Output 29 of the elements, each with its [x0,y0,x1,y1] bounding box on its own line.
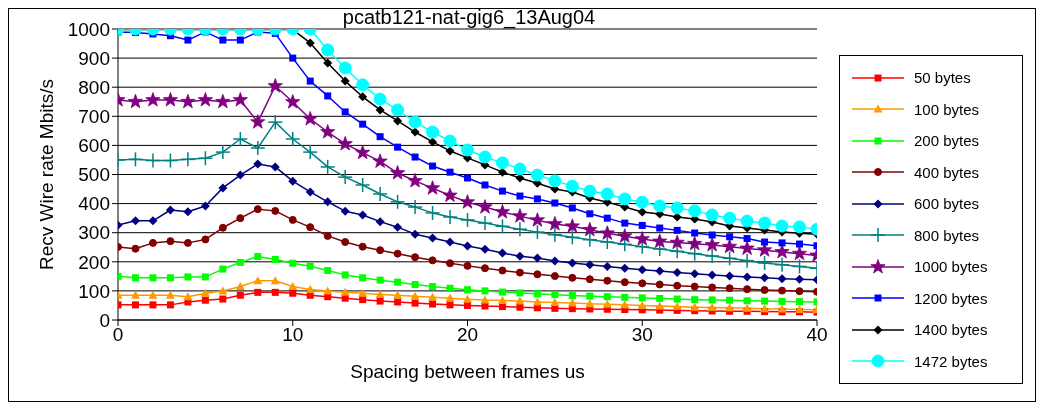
y-tick-label: 100 [78,280,110,302]
legend-label: 100 bytes [914,100,980,118]
legend-label: 1400 bytes [914,321,988,339]
y-tick-label: 800 [78,76,110,98]
y-tick-label: 400 [78,193,110,215]
x-tick-label: 30 [631,324,653,346]
legend-label: 200 bytes [914,132,980,150]
x-tick-label: 20 [456,324,479,346]
y-tick-label: 500 [78,164,110,186]
x-tick-label: 10 [282,324,304,346]
x-tick-label: 40 [806,324,828,346]
chart-title: pcatb121-nat-gig6_13Aug04 [341,6,597,29]
y-tick-label: 200 [78,251,110,273]
y-axis-title: Recv Wire rate Mbits/s [35,78,57,271]
legend-label: 600 bytes [914,195,980,213]
y-tick-label: 700 [78,106,110,128]
legend-label: 800 bytes [914,226,980,244]
legend-label: 1000 bytes [914,258,988,276]
y-tick-label: 900 [78,47,110,69]
y-tick-label: 0 [99,309,110,331]
legend-label: 50 bytes [914,69,971,87]
legend-label: 1200 bytes [914,289,988,307]
legend-label: 400 bytes [914,163,980,181]
y-tick-label: 300 [78,222,110,244]
x-axis-title: Spacing between frames us [350,361,585,382]
y-tick-label: 600 [78,135,110,157]
y-tick-label: 1000 [67,18,110,40]
legend-label: 1472 bytes [914,352,988,370]
x-tick-label: 0 [112,324,124,346]
